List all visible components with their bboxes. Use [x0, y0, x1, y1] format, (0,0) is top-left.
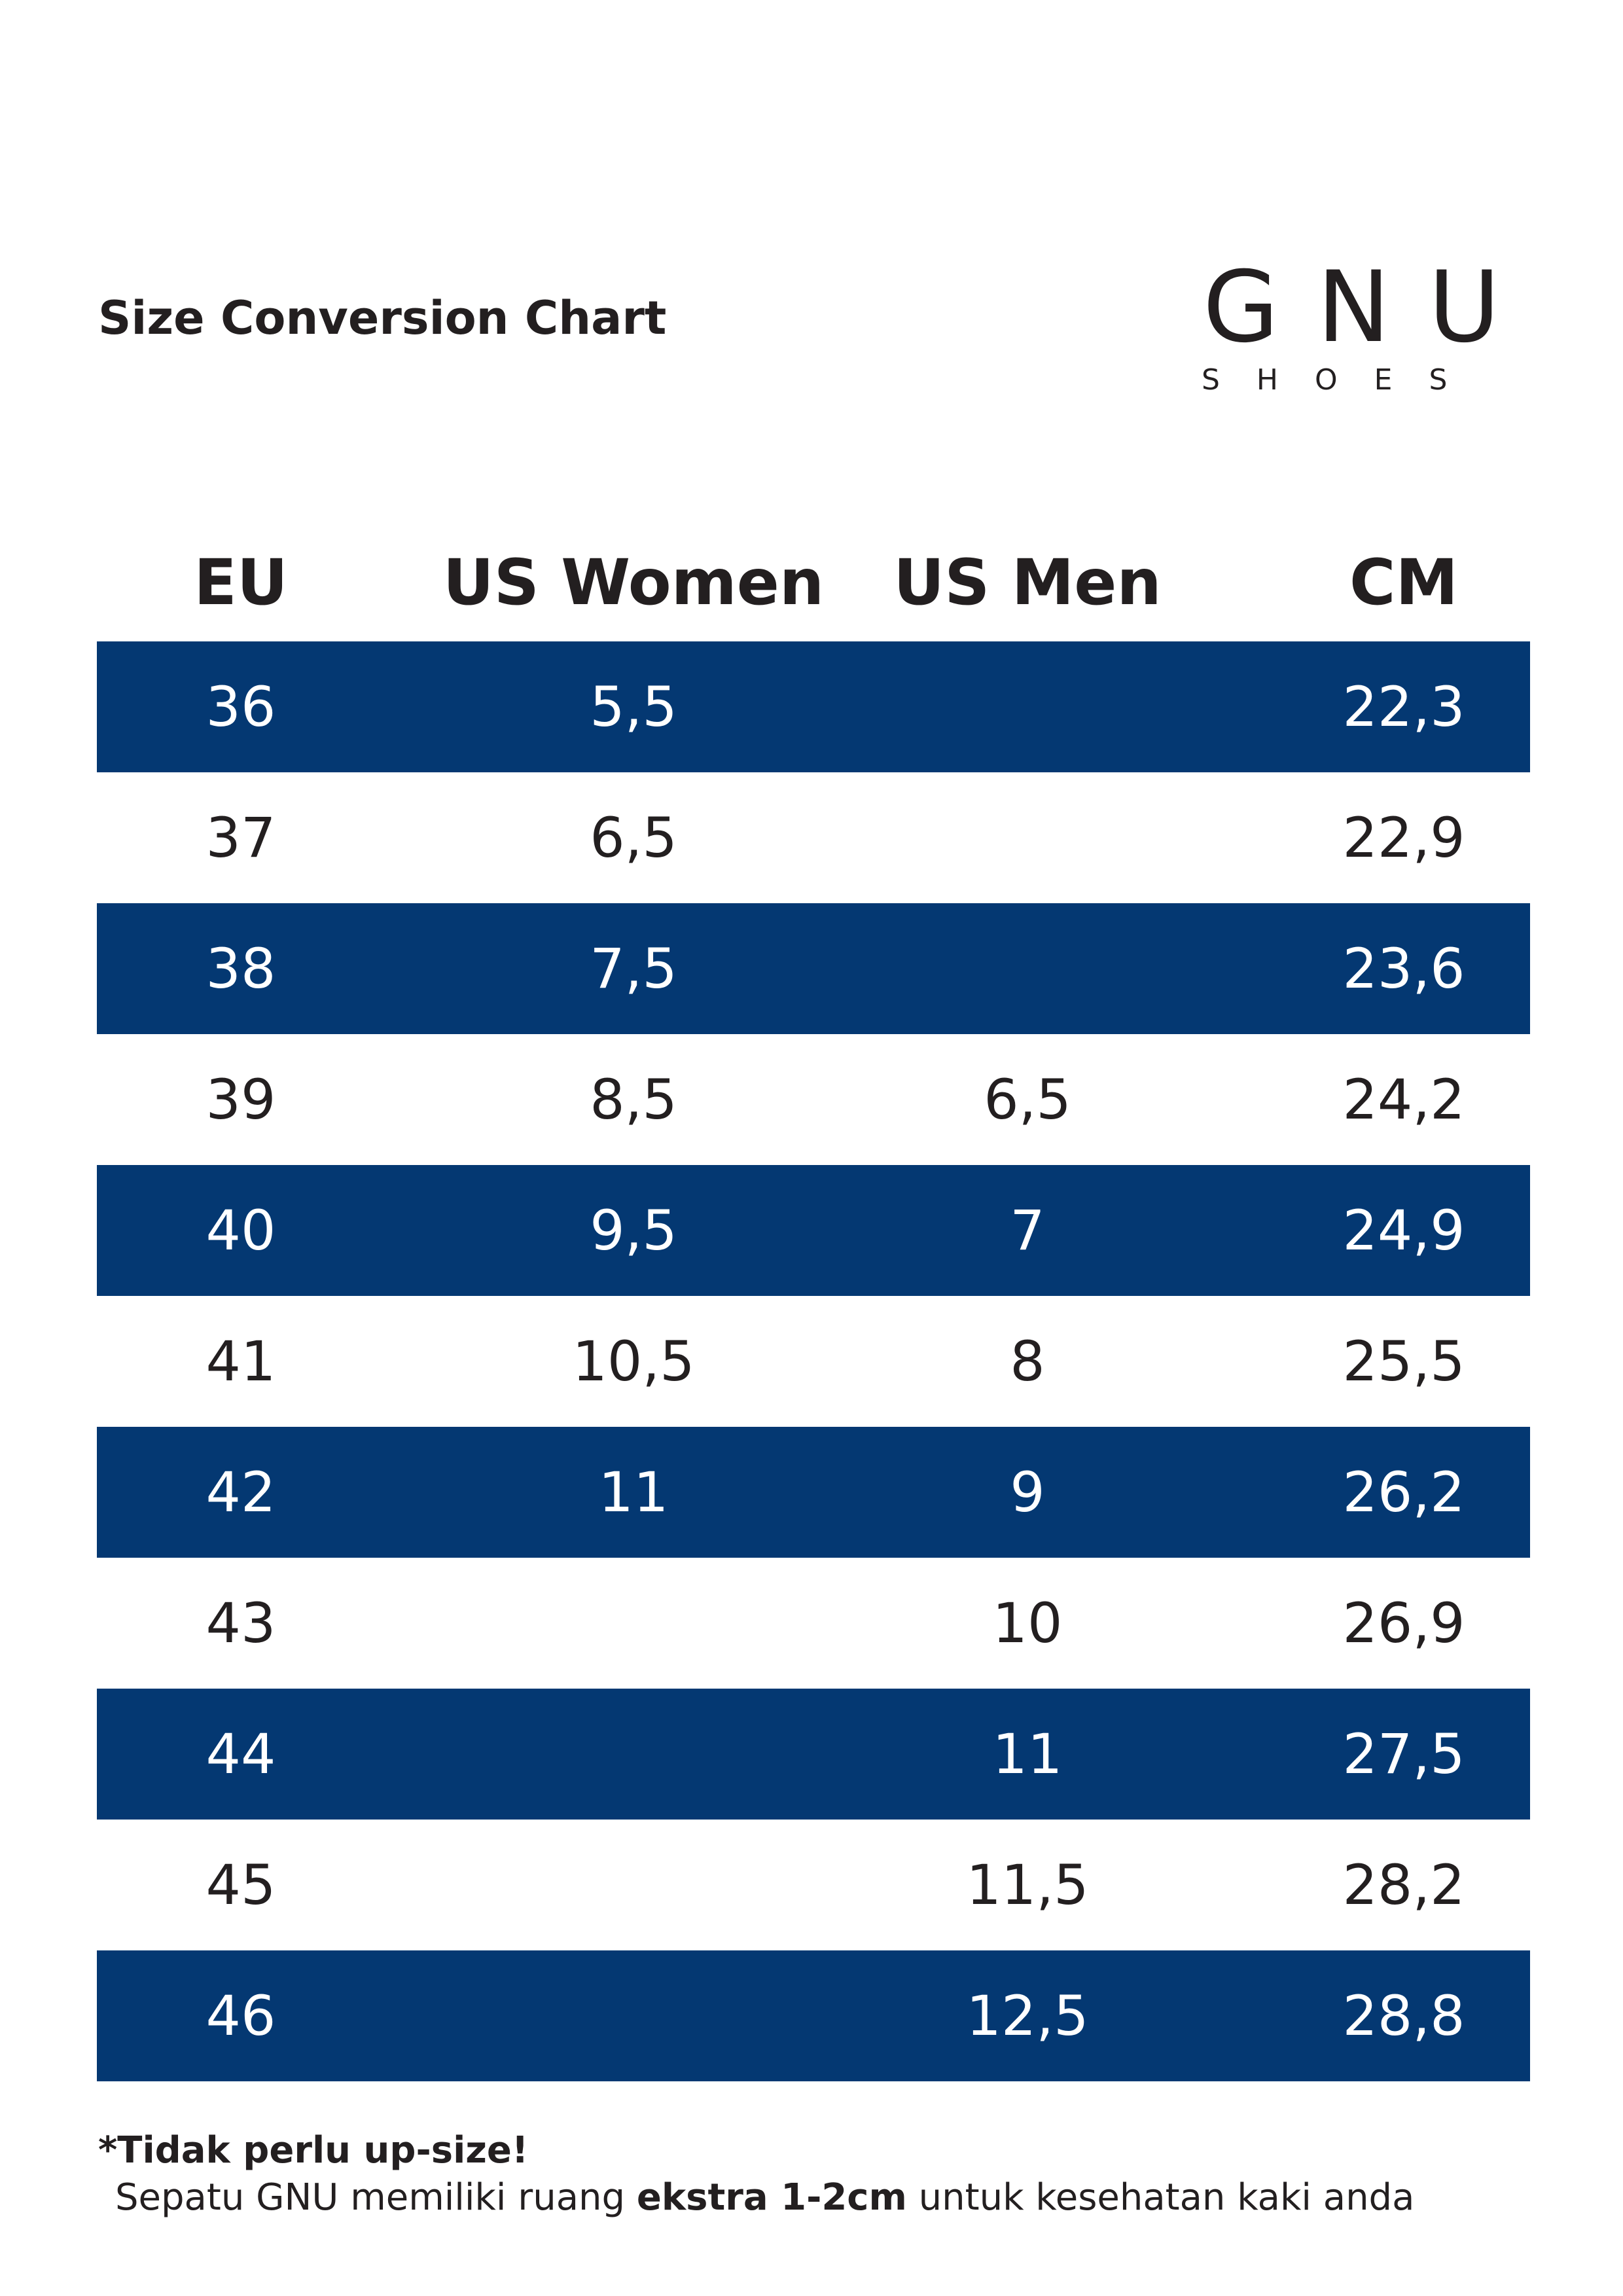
cell-cm: 28,8	[1342, 1984, 1465, 2048]
header-us-men: US Men	[893, 546, 1162, 619]
cell-cm: 28,2	[1342, 1853, 1465, 1917]
cell-eu: 36	[205, 675, 276, 739]
cell-eu: 46	[205, 1984, 276, 2048]
header-us-women: US Women	[442, 546, 825, 619]
cell-us-men: 11	[992, 1722, 1063, 1786]
cell-cm: 27,5	[1342, 1722, 1465, 1786]
table-row: 39 8,5 6,5 24,2	[97, 1034, 1530, 1165]
cell-eu: 39	[205, 1067, 276, 1132]
footnote-text-suffix: untuk kesehatan kaki anda	[906, 2176, 1415, 2219]
cell-cm: 24,2	[1342, 1067, 1465, 1132]
cell-cm: 26,9	[1342, 1591, 1465, 1655]
page-title: Size Conversion Chart	[98, 291, 667, 345]
table-row: 42 11 9 26,2	[97, 1427, 1530, 1558]
cell-us-women	[385, 1820, 882, 1950]
cell-eu: 41	[205, 1329, 276, 1393]
cell-us-men: 8	[1010, 1329, 1045, 1393]
cell-us-men: 9	[1010, 1460, 1045, 1524]
table-row: 38 7,5 23,6	[97, 903, 1530, 1034]
cell-us-women: 11	[598, 1460, 669, 1524]
cell-cm: 26,2	[1342, 1460, 1465, 1524]
table-row: 37 6,5 22,9	[97, 772, 1530, 903]
cell-cm: 24,9	[1342, 1198, 1465, 1263]
cell-eu: 40	[205, 1198, 276, 1263]
header-cm: CM	[1349, 546, 1458, 619]
table-row: 46 12,5 28,8	[97, 1950, 1530, 2081]
cell-us-men	[857, 903, 1198, 1034]
cell-us-women: 6,5	[590, 806, 677, 870]
cell-eu: 42	[205, 1460, 276, 1524]
footnote-text: Sepatu GNU memiliki ruang ekstra 1-2cm u…	[98, 2174, 1538, 2221]
footnote-text-emphasis: ekstra 1-2cm	[636, 2176, 907, 2219]
cell-us-men: 11,5	[966, 1853, 1089, 1917]
cell-us-women	[385, 1689, 882, 1820]
footnote-text-prefix: Sepatu GNU memiliki ruang	[115, 2176, 637, 2219]
footnote: *Tidak perlu up-size! Sepatu GNU memilik…	[98, 2127, 1538, 2221]
brand-logo: GNU SHOES	[1165, 251, 1539, 403]
cell-eu: 45	[205, 1853, 276, 1917]
table-row: 40 9,5 7 24,9	[97, 1165, 1530, 1296]
cell-us-women: 7,5	[590, 937, 677, 1001]
cell-us-women	[385, 1558, 882, 1689]
cell-eu: 38	[205, 937, 276, 1001]
cell-eu: 37	[205, 806, 276, 870]
cell-cm: 22,9	[1342, 806, 1465, 870]
header-eu: EU	[194, 546, 288, 619]
logo-subtitle: SHOES	[1202, 363, 1484, 397]
cell-us-women: 9,5	[590, 1198, 677, 1263]
table-row: 43 10 26,9	[97, 1558, 1530, 1689]
cell-us-women: 8,5	[590, 1067, 677, 1132]
table-row: 44 11 27,5	[97, 1689, 1530, 1820]
cell-us-women: 10,5	[572, 1329, 695, 1393]
cell-cm: 22,3	[1342, 675, 1465, 739]
cell-eu: 43	[205, 1591, 276, 1655]
cell-us-men: 12,5	[966, 1984, 1089, 2048]
cell-cm: 25,5	[1342, 1329, 1465, 1393]
cell-eu: 44	[205, 1722, 276, 1786]
cell-us-men	[857, 641, 1198, 772]
cell-us-men: 6,5	[984, 1067, 1071, 1132]
cell-us-women: 5,5	[590, 675, 677, 739]
logo-wordmark: GNU	[1203, 251, 1539, 365]
cell-cm: 23,6	[1342, 937, 1465, 1001]
cell-us-men: 10	[992, 1591, 1063, 1655]
footnote-title: *Tidak perlu up-size!	[98, 2129, 529, 2172]
table-row: 45 11,5 28,2	[97, 1820, 1530, 1950]
table-row: 36 5,5 22,3	[97, 641, 1530, 772]
size-table-body: 36 5,5 22,3 37 6,5 22,9 38 7,5 23,6 39 8…	[97, 641, 1530, 2081]
cell-us-men	[857, 772, 1198, 903]
cell-us-women	[385, 1950, 882, 2081]
table-header: EU US Women US Men CM	[0, 537, 1623, 628]
table-row: 41 10,5 8 25,5	[97, 1296, 1530, 1427]
cell-us-men: 7	[1010, 1198, 1045, 1263]
